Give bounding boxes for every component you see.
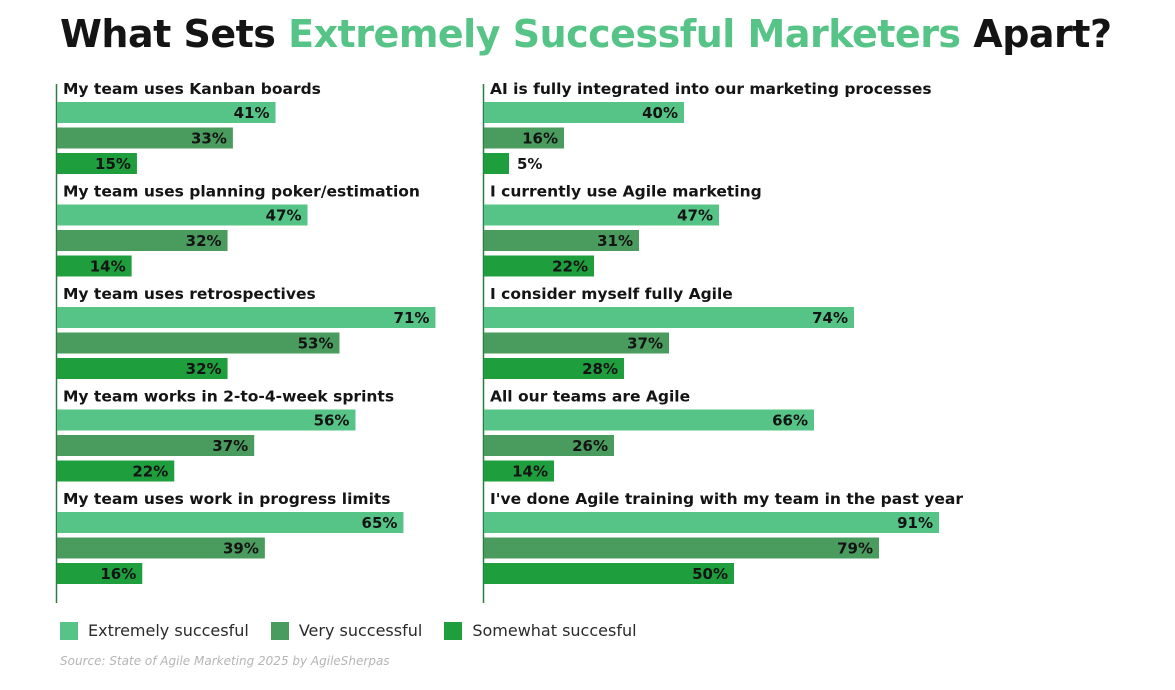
legend-label-somewhat: Somewhat succesful — [472, 621, 637, 640]
legend-item-extremely[interactable]: Extremely succesful — [60, 621, 249, 640]
bar-chart: My team uses Kanban boards 41% 33% 15% My te… — [55, 80, 963, 603]
bar-extremely[interactable] — [57, 102, 276, 123]
bar-value-label: 22% — [132, 463, 168, 481]
bar-value-label: 66% — [772, 412, 808, 430]
bar-very[interactable] — [484, 332, 669, 354]
bar-extremely[interactable] — [484, 204, 719, 226]
bar-value-label: 37% — [627, 335, 663, 353]
bar-extremely[interactable] — [57, 512, 404, 533]
title-part-2: Apart? — [960, 12, 1112, 56]
legend-item-somewhat[interactable]: Somewhat succesful — [444, 621, 637, 640]
bar-value-label: 71% — [394, 309, 430, 327]
bar-value-label: 16% — [522, 130, 558, 148]
group-label: My team uses work in progress limits — [63, 490, 391, 508]
bar-value-label: 14% — [512, 463, 548, 481]
bar-value-label: 79% — [837, 540, 873, 558]
title-part-1: What Sets — [60, 12, 289, 56]
bar-extremely[interactable] — [57, 409, 356, 431]
legend-swatch-extremely — [60, 621, 78, 640]
legend-item-very[interactable]: Very successful — [270, 621, 423, 640]
bar-value-label: 37% — [212, 437, 248, 455]
bar-somewhat[interactable] — [484, 153, 509, 174]
group-label: I currently use Agile marketing — [490, 183, 762, 201]
group-label: All our teams are Agile — [490, 388, 690, 406]
legend-label-very: Very successful — [298, 621, 423, 640]
legend: Extremely succesful Very successful Some… — [60, 621, 637, 640]
bar-very[interactable] — [57, 127, 233, 149]
bar-somewhat[interactable] — [484, 460, 554, 482]
bar-value-label: 15% — [95, 155, 131, 173]
bar-value-label: 39% — [223, 540, 259, 558]
group-label: My team works in 2-to-4-week sprints — [63, 388, 394, 406]
group-label: I consider myself fully Agile — [490, 285, 733, 303]
bar-value-label: 47% — [677, 207, 713, 225]
bar-value-label: 22% — [552, 258, 588, 276]
bar-value-label: 26% — [572, 437, 608, 455]
source-note: Source: State of Agile Marketing 2025 by… — [60, 654, 390, 668]
bar-extremely[interactable] — [484, 102, 684, 123]
bar-extremely[interactable] — [57, 307, 436, 328]
bar-value-label: 32% — [186, 232, 222, 250]
bar-value-label: 40% — [642, 104, 678, 122]
bar-very[interactable] — [484, 537, 879, 559]
group-label: My team uses Kanban boards — [63, 80, 321, 98]
bar-value-label: 74% — [812, 309, 848, 327]
bar-somewhat[interactable] — [57, 255, 132, 277]
bar-value-label: 53% — [298, 335, 334, 353]
bar-somewhat[interactable] — [57, 358, 228, 379]
bar-value-label: 32% — [186, 360, 222, 378]
group-label: My team uses planning poker/estimation — [63, 183, 420, 201]
bar-very[interactable] — [484, 230, 639, 251]
bar-value-label: 31% — [597, 232, 633, 250]
bar-somewhat[interactable] — [484, 255, 594, 277]
bar-very[interactable] — [57, 537, 265, 559]
bar-value-label: 65% — [362, 514, 398, 532]
bar-somewhat[interactable] — [57, 563, 143, 584]
group-label: AI is fully integrated into our marketin… — [490, 80, 932, 98]
bar-very[interactable] — [57, 230, 228, 251]
chart-title: What Sets Extremely Successful Marketers… — [60, 12, 1112, 56]
group-label: My team uses retrospectives — [63, 285, 316, 303]
title-highlight: Extremely Successful Marketers — [288, 12, 961, 56]
bar-extremely[interactable] — [484, 512, 939, 533]
group-label: I've done Agile training with my team in… — [490, 490, 963, 508]
bar-somewhat[interactable] — [484, 563, 734, 584]
bar-value-label: 91% — [897, 514, 933, 532]
bar-very[interactable] — [57, 332, 340, 354]
bar-extremely[interactable] — [484, 307, 854, 328]
legend-swatch-very — [270, 621, 289, 640]
bar-very[interactable] — [484, 127, 564, 149]
legend-swatch-somewhat — [444, 621, 463, 640]
bar-extremely[interactable] — [484, 409, 814, 431]
bar-value-label: 16% — [100, 565, 136, 583]
bar-value-label: 56% — [314, 412, 350, 430]
bar-extremely[interactable] — [57, 204, 308, 226]
bar-value-label: 28% — [582, 360, 618, 378]
bar-value-label: 14% — [90, 258, 126, 276]
bar-value-label: 33% — [191, 130, 227, 148]
bar-value-label: 50% — [692, 565, 728, 583]
bar-somewhat[interactable] — [57, 460, 175, 482]
legend-label-extremely: Extremely succesful — [88, 621, 249, 640]
bar-very[interactable] — [484, 435, 614, 456]
bar-value-label: 47% — [266, 207, 302, 225]
bar-value-label: 5% — [517, 155, 542, 173]
bar-value-label: 41% — [234, 104, 270, 122]
bar-somewhat[interactable] — [57, 153, 137, 174]
bar-very[interactable] — [57, 435, 255, 456]
bar-somewhat[interactable] — [484, 358, 624, 379]
